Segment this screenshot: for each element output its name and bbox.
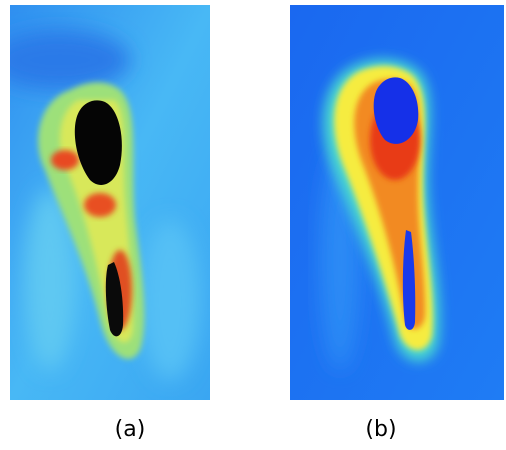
caption: (b) bbox=[365, 417, 396, 442]
panel-b-image bbox=[290, 5, 504, 400]
caption: (a) bbox=[115, 417, 146, 442]
panel-a-image bbox=[0, 5, 210, 400]
figure: (a) (b) bbox=[0, 0, 506, 446]
